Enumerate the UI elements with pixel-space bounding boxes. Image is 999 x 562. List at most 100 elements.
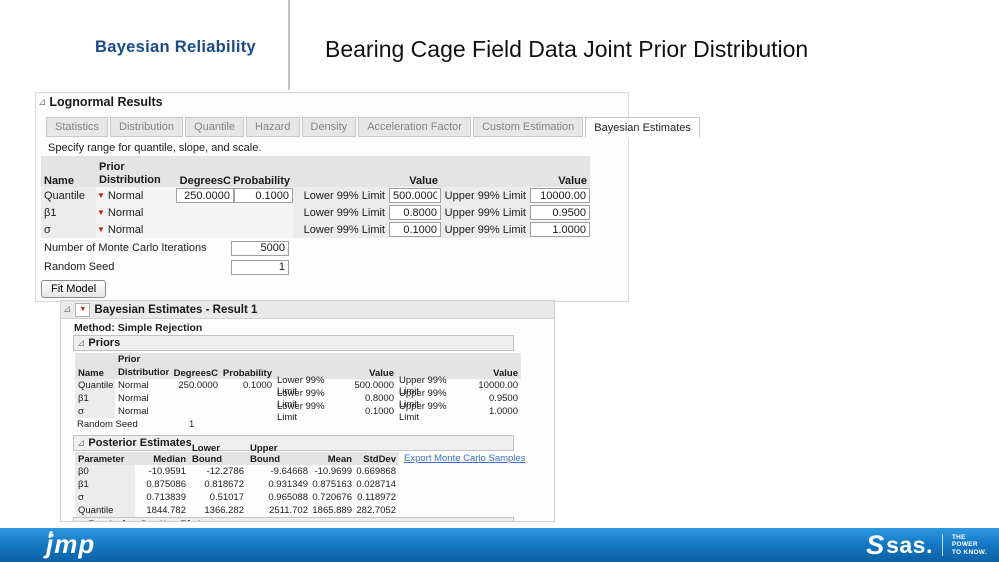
col-header-probability: Probability [233, 156, 293, 187]
sas-tagline: THE POWER TO KNOW. [951, 533, 987, 556]
lower-limit-label: Lower 99% Limit [293, 187, 389, 204]
posterior-row-param: σ [75, 491, 135, 504]
col-header-value-2: Value [530, 156, 590, 187]
posterior-estimates-section-header: ⊿ Posterior Estimates [73, 435, 514, 451]
sas-logo-block: S sas. THE POWER TO KNOW. [866, 528, 987, 562]
col-header-degreesc: DegreesC [176, 156, 234, 187]
dropdown-triangle-icon[interactable]: ▼ [97, 225, 105, 234]
beta1-upper-input[interactable] [530, 205, 590, 220]
sas-logo-text: sas. [886, 531, 933, 558]
tab-statistics[interactable]: Statistics [46, 117, 109, 137]
disclosure-triangle-icon[interactable]: ⊿ [63, 304, 72, 315]
tab-quantile[interactable]: Quantile [185, 117, 245, 137]
col-header-name: Name [75, 353, 115, 379]
beta1-lower-input[interactable] [389, 205, 441, 220]
posterior-row-param: β1 [75, 478, 135, 491]
posterior-row-param: β0 [75, 465, 135, 478]
header-divider [288, 0, 290, 90]
disclosure-triangle-icon[interactable]: ⊿ [77, 337, 86, 349]
posterior-row-param: Quantile [75, 504, 135, 517]
sas-tagline-divider [941, 534, 943, 556]
upper-limit-cell [530, 204, 590, 221]
degreesc-input-cell [176, 187, 234, 204]
upper-limit-cell [530, 187, 590, 204]
priors-title: Priors [88, 337, 121, 349]
col-header-value-2: Value [471, 353, 521, 379]
row-name-beta1: β1 [41, 204, 96, 221]
posterior-estimates-table: Parameter Median Lower Bound Upper Bound… [75, 443, 526, 517]
iterations-input[interactable] [231, 240, 289, 256]
disclosure-triangle-icon[interactable]: ⊿ [38, 96, 47, 108]
sigma-lower-input[interactable] [389, 222, 441, 237]
sas-swirl-icon: S [866, 529, 885, 560]
disclosure-triangle-icon[interactable]: ⊿ [77, 520, 85, 522]
tab-hazard[interactable]: Hazard [246, 117, 300, 137]
dropdown-triangle-icon[interactable]: ▼ [97, 191, 105, 200]
probability-input-cell [234, 187, 293, 204]
col-header-probability: Probability [221, 353, 275, 379]
col-header-parameter: Parameter [75, 452, 135, 465]
col-header-name: Name [41, 156, 96, 187]
col-header-upper-bound: Upper Bound [247, 443, 311, 465]
tab-custom-estimation[interactable]: Custom Estimation [472, 117, 584, 137]
instruction-text: Specify range for quantile, slope, and s… [48, 142, 262, 154]
posterior-estimates-title: Posterior Estimates [88, 437, 192, 449]
row-dist-beta1: ▼ Normal [96, 204, 176, 221]
priors-table: Name Prior Distribution DegreesC Probabi… [75, 353, 521, 423]
fit-model-button[interactable]: Fit Model [41, 280, 107, 298]
lower-limit-cell [389, 204, 441, 221]
result-header: ⊿ ▼ Bayesian Estimates - Result 1 [61, 301, 554, 319]
row-name-sigma: σ [41, 221, 96, 238]
col-header-degreesc: DegreesC [169, 353, 221, 379]
lognormal-results-title: Lognormal Results [49, 95, 163, 109]
random-seed-label: Random Seed [44, 261, 115, 273]
iterations-label: Number of Monte Carlo Iterations [44, 242, 207, 254]
row-dist-sigma: ▼ Normal [96, 221, 176, 238]
footer-bar: jmp S sas. THE POWER TO KNOW. [0, 528, 999, 562]
col-header-value-1: Value [347, 353, 397, 379]
bayesian-estimates-result-panel: ⊿ ▼ Bayesian Estimates - Result 1 Method… [60, 300, 555, 522]
col-header-value-1: Value [389, 156, 441, 187]
disclosure-triangle-icon[interactable]: ⊿ [77, 437, 86, 449]
random-seed-row: Random Seed [44, 259, 289, 275]
lower-limit-cell [389, 187, 441, 204]
prior-row-name: σ [75, 405, 115, 418]
degreesc-input[interactable] [176, 188, 234, 203]
export-monte-carlo-samples-link[interactable]: Export Monte Carlo Samples [404, 453, 526, 464]
dropdown-triangle-icon[interactable]: ▼ [97, 208, 105, 217]
col-header-median: Median [135, 452, 189, 465]
col-header-lower-bound: Lower Bound [189, 443, 247, 465]
probability-input[interactable] [234, 188, 293, 203]
upper-limit-label: Upper 99% Limit [441, 204, 530, 221]
tab-bar: Statistics Distribution Quantile Hazard … [46, 116, 702, 138]
result-title: Bayesian Estimates - Result 1 [94, 303, 258, 316]
tab-acceleration-factor[interactable]: Acceleration Factor [358, 117, 471, 137]
tab-bayesian-estimates[interactable]: Bayesian Estimates [585, 117, 700, 138]
result-random-seed-row: Random Seed 1 [77, 419, 194, 430]
lognormal-results-header: ⊿ Lognormal Results [38, 95, 163, 109]
posterior-scatter-plot-title: Posterior Scatter Plot [88, 519, 200, 521]
lower-limit-label: Lower 99% Limit [293, 204, 389, 221]
random-seed-label: Random Seed [77, 419, 138, 430]
upper-limit-cell [530, 221, 590, 238]
prior-row-name: Quantile [75, 379, 115, 392]
prior-specification-table: Name Prior Distribution DegreesC Probabi… [41, 156, 590, 238]
col-header-mean: Mean [311, 452, 355, 465]
quantile-upper-input[interactable] [530, 188, 590, 203]
random-seed-value: 1 [189, 419, 195, 430]
method-text: Method: Simple Rejection [74, 322, 203, 334]
col-header-prior-distribution: Prior Distribution [96, 156, 176, 187]
red-menu-button[interactable]: ▼ [75, 302, 91, 317]
random-seed-input[interactable] [231, 259, 289, 275]
quantile-lower-input[interactable] [389, 188, 441, 203]
posterior-scatter-plot-section-header-clipped: ⊿ Posterior Scatter Plot [73, 517, 514, 522]
page-title: Bearing Cage Field Data Joint Prior Dist… [325, 36, 809, 62]
upper-limit-label: Upper 99% Limit [441, 187, 530, 204]
row-name-quantile: Quantile [41, 187, 96, 204]
tab-distribution[interactable]: Distribution [110, 117, 184, 137]
tab-density[interactable]: Density [301, 117, 357, 137]
sigma-upper-input[interactable] [530, 222, 590, 237]
prior-row-name: β1 [75, 392, 115, 405]
brand-title: Bayesian Reliability [95, 38, 256, 56]
